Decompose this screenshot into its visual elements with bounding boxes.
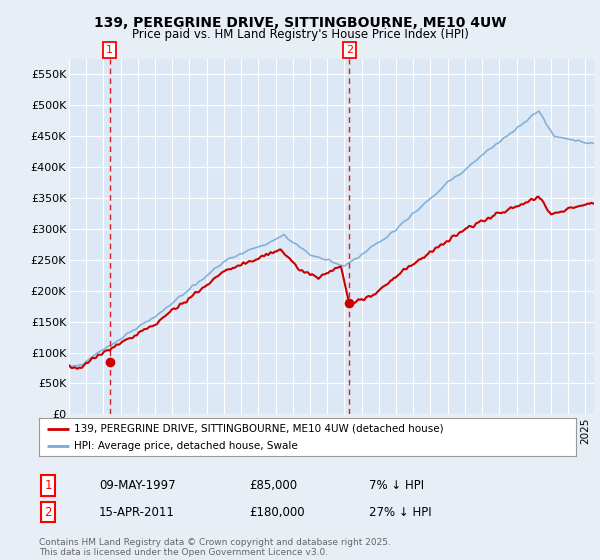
Text: 09-MAY-1997: 09-MAY-1997 (99, 479, 176, 492)
Text: 27% ↓ HPI: 27% ↓ HPI (369, 506, 431, 519)
Text: £85,000: £85,000 (249, 479, 297, 492)
Text: 139, PEREGRINE DRIVE, SITTINGBOURNE, ME10 4UW (detached house): 139, PEREGRINE DRIVE, SITTINGBOURNE, ME1… (74, 423, 443, 433)
Text: 1: 1 (44, 479, 52, 492)
Text: 7% ↓ HPI: 7% ↓ HPI (369, 479, 424, 492)
Text: 1: 1 (106, 45, 113, 55)
Text: HPI: Average price, detached house, Swale: HPI: Average price, detached house, Swal… (74, 441, 298, 451)
Text: Price paid vs. HM Land Registry's House Price Index (HPI): Price paid vs. HM Land Registry's House … (131, 28, 469, 41)
Text: Contains HM Land Registry data © Crown copyright and database right 2025.
This d: Contains HM Land Registry data © Crown c… (39, 538, 391, 557)
Text: 15-APR-2011: 15-APR-2011 (99, 506, 175, 519)
Text: £180,000: £180,000 (249, 506, 305, 519)
Text: 139, PEREGRINE DRIVE, SITTINGBOURNE, ME10 4UW: 139, PEREGRINE DRIVE, SITTINGBOURNE, ME1… (94, 16, 506, 30)
Text: 2: 2 (44, 506, 52, 519)
Text: 2: 2 (346, 45, 353, 55)
